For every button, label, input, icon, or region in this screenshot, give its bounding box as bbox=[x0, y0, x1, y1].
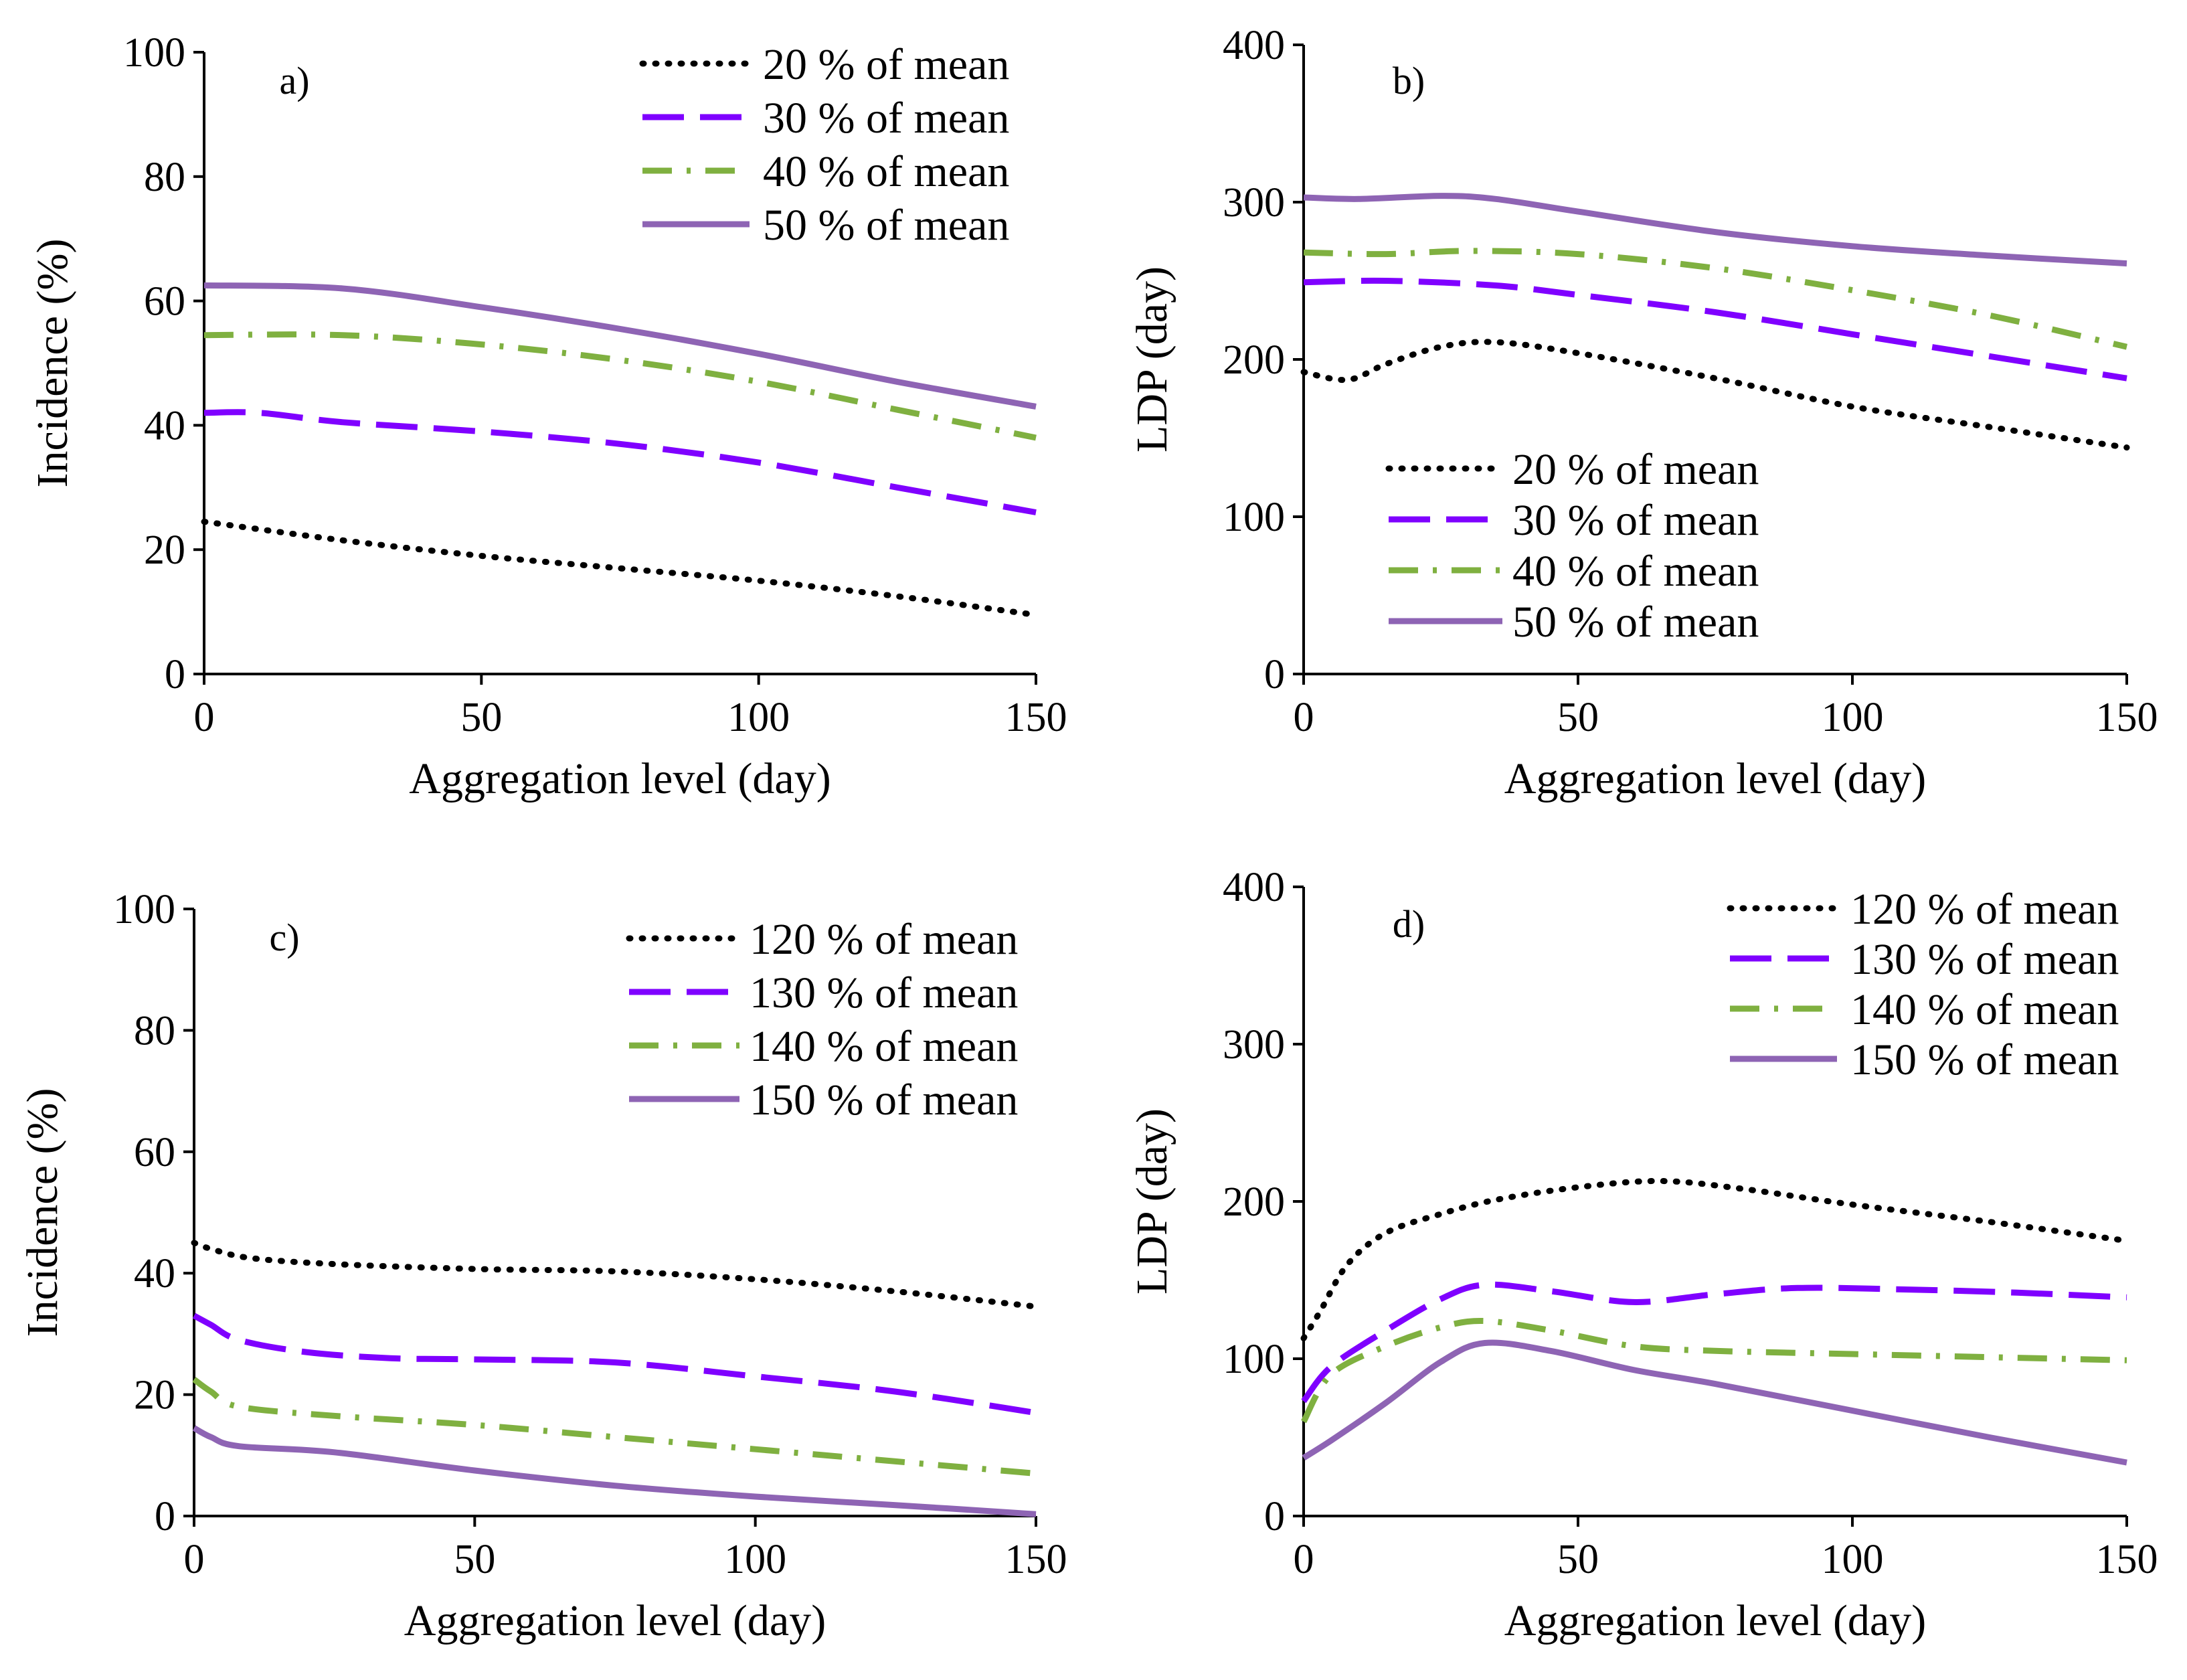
series-line-1 bbox=[191, 1240, 1039, 1310]
chart-panel-1: 0 20 40 60 80 100 0 50 100 150 Aggregation level (… bbox=[28, 30, 1067, 803]
chart-panel-4: 0 100 200 300 400 0 50 100 150 Aggregation level … bbox=[1128, 865, 2158, 1645]
y-axis-title: Incidence (%) bbox=[18, 1088, 67, 1337]
legend-label-3: 40 % of mean bbox=[1512, 547, 1759, 596]
y-tick-label: 40 bbox=[134, 1251, 175, 1296]
legend: 120 % of mean 130 % of mean 140 % of mean 1… bbox=[626, 915, 1018, 1124]
y-tick-label: 80 bbox=[144, 155, 185, 200]
legend-label-2: 30 % of mean bbox=[763, 94, 1009, 143]
y-tick-label: 100 bbox=[113, 887, 175, 932]
legend-label-4: 50 % of mean bbox=[763, 201, 1009, 250]
x-tick-label: 150 bbox=[2096, 1537, 2158, 1582]
y-tick-label: 60 bbox=[134, 1130, 175, 1175]
y-tick-label: 40 bbox=[144, 403, 185, 448]
panel-label: c) bbox=[269, 916, 299, 959]
legend-label-2: 30 % of mean bbox=[1512, 496, 1759, 545]
x-tick-label: 100 bbox=[1822, 695, 1884, 740]
x-tick-label: 0 bbox=[194, 695, 215, 740]
series-line-2 bbox=[1301, 1281, 2127, 1404]
y-tick-label: 200 bbox=[1223, 337, 1285, 383]
legend-label-4: 50 % of mean bbox=[1512, 598, 1759, 647]
series-line-1 bbox=[1300, 1177, 2130, 1341]
y-tick-label: 100 bbox=[123, 30, 185, 76]
y-tick-label: 0 bbox=[1264, 652, 1285, 697]
y-tick-label: 300 bbox=[1223, 180, 1285, 226]
x-tick-label: 100 bbox=[724, 1537, 786, 1582]
series-line-2 bbox=[203, 409, 1037, 515]
legend-label-1: 120 % of mean bbox=[750, 915, 1018, 964]
x-axis-title: Aggregation level (day) bbox=[1504, 1596, 1926, 1645]
chart-panel-3: 0 20 40 60 80 100 0 50 100 150 Aggregation level (… bbox=[18, 887, 1067, 1645]
x-tick-label: 50 bbox=[460, 695, 502, 740]
legend-label-2: 130 % of mean bbox=[750, 969, 1018, 1017]
series-line-3 bbox=[192, 1377, 1037, 1477]
x-tick-label: 0 bbox=[184, 1537, 205, 1582]
legend-label-3: 40 % of mean bbox=[763, 147, 1009, 196]
panel-label: a) bbox=[279, 59, 309, 102]
y-tick-label: 20 bbox=[134, 1373, 175, 1418]
y-tick-label: 0 bbox=[155, 1494, 175, 1539]
series-line-3 bbox=[203, 331, 1037, 441]
x-tick-label: 50 bbox=[1557, 1537, 1599, 1582]
series-line-4 bbox=[192, 1425, 1037, 1517]
series-line-1 bbox=[201, 518, 1039, 618]
legend-label-1: 120 % of mean bbox=[1850, 885, 2119, 934]
x-tick-label: 150 bbox=[1005, 1537, 1067, 1582]
series-line-4 bbox=[203, 282, 1037, 410]
chart-panel-2: 0 100 200 300 400 0 50 100 150 Aggregation level … bbox=[1128, 23, 2158, 803]
y-tick-label: 400 bbox=[1223, 865, 1285, 910]
legend-label-4: 150 % of mean bbox=[1850, 1035, 2119, 1084]
panel-label: d) bbox=[1393, 902, 1425, 946]
y-tick-label: 60 bbox=[144, 279, 185, 325]
x-tick-label: 150 bbox=[1005, 695, 1067, 740]
x-tick-label: 0 bbox=[1294, 1537, 1314, 1582]
y-tick-label: 20 bbox=[144, 527, 185, 573]
y-tick-label: 400 bbox=[1223, 23, 1285, 68]
panel-label: b) bbox=[1393, 59, 1425, 102]
y-tick-label: 100 bbox=[1223, 1337, 1285, 1382]
y-tick-label: 80 bbox=[134, 1008, 175, 1054]
series-line-4 bbox=[1303, 193, 2127, 267]
x-tick-label: 50 bbox=[454, 1537, 495, 1582]
x-tick-label: 50 bbox=[1557, 695, 1599, 740]
series-line-3 bbox=[1303, 248, 2128, 350]
legend-label-1: 20 % of mean bbox=[1512, 445, 1759, 494]
y-tick-label: 0 bbox=[165, 652, 185, 697]
series-line-1 bbox=[1300, 339, 2130, 451]
y-tick-label: 100 bbox=[1223, 495, 1285, 540]
y-axis-title: LDP (day) bbox=[1128, 266, 1176, 452]
y-axis-title: Incidence (%) bbox=[28, 239, 77, 488]
y-tick-label: 0 bbox=[1264, 1494, 1285, 1539]
legend-label-2: 130 % of mean bbox=[1850, 935, 2119, 984]
legend-label-4: 150 % of mean bbox=[750, 1076, 1018, 1124]
y-axis-title: LDP (day) bbox=[1128, 1108, 1176, 1294]
legend-label-1: 20 % of mean bbox=[763, 40, 1009, 89]
x-tick-label: 100 bbox=[1822, 1537, 1884, 1582]
y-tick-label: 300 bbox=[1223, 1022, 1285, 1068]
x-axis-title: Aggregation level (day) bbox=[409, 754, 830, 803]
x-tick-label: 100 bbox=[727, 695, 790, 740]
y-tick-label: 200 bbox=[1223, 1179, 1285, 1225]
x-tick-label: 0 bbox=[1294, 695, 1314, 740]
series-line-2 bbox=[192, 1313, 1037, 1416]
x-axis-title: Aggregation level (day) bbox=[1504, 754, 1926, 803]
x-axis-title: Aggregation level (day) bbox=[404, 1596, 826, 1645]
legend-label-3: 140 % of mean bbox=[1850, 985, 2119, 1034]
x-tick-label: 150 bbox=[2096, 695, 2158, 740]
legend-label-3: 140 % of mean bbox=[750, 1022, 1018, 1071]
series-line-4 bbox=[1302, 1339, 2127, 1466]
series-line-2 bbox=[1303, 277, 2127, 382]
